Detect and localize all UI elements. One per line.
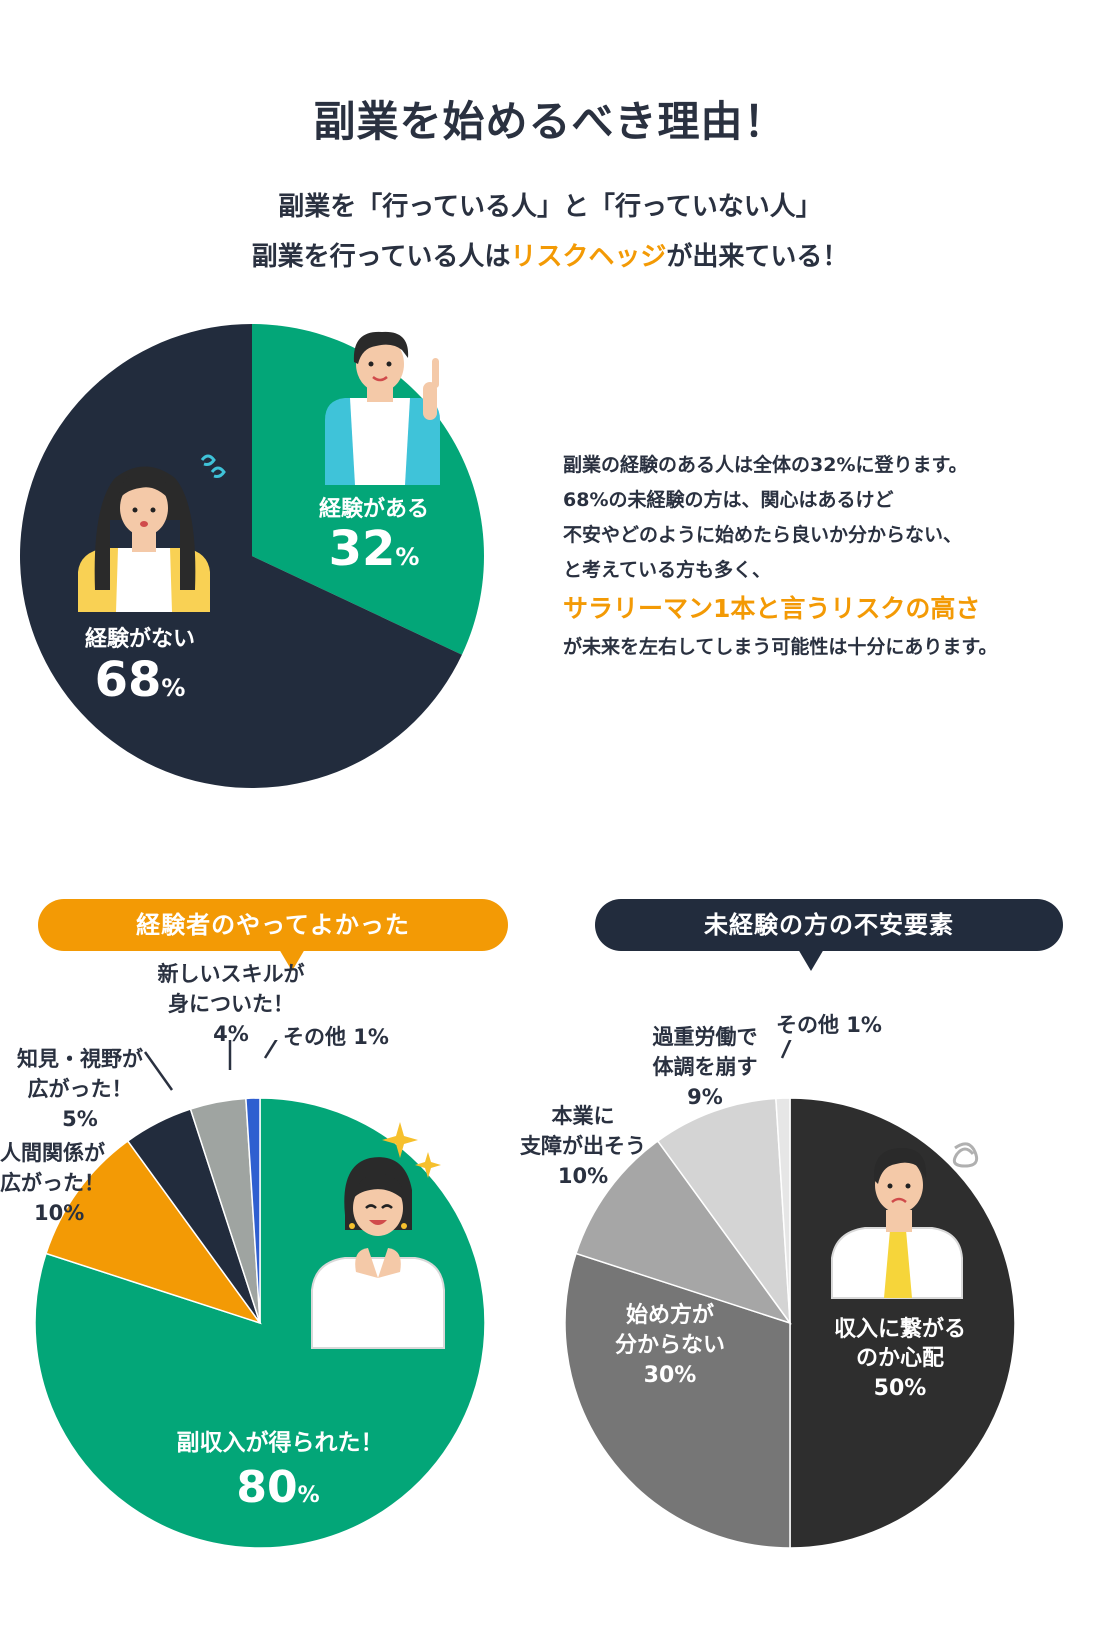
pie-slice-1 xyxy=(45,1139,262,1325)
pie-slice-4 xyxy=(775,1097,791,1324)
pie-slice-1 xyxy=(564,1252,791,1549)
description-last-line: が未来を左右してしまう可能性は十分にあります。 xyxy=(563,636,998,658)
label-line: 10% xyxy=(557,1164,609,1188)
concerns-pie-chart: 収入に繋がる のか心配 50% 始め方が 分からない 30% xyxy=(564,1040,1016,1549)
label-overwork: 過重労働で体調を崩す 9% xyxy=(630,1022,780,1112)
woman-happy-illustration xyxy=(311,1157,445,1349)
leader-line xyxy=(143,1051,174,1091)
label-line: 本業に xyxy=(551,1104,615,1128)
benefits-heading-bubble: 経験者のやってよかった xyxy=(38,899,508,971)
sparkle-icon xyxy=(382,1122,441,1178)
label-line: 9% xyxy=(687,1085,723,1109)
description-line: と考えている方も多く、 xyxy=(563,559,772,581)
description-line: 不安やどのように始めたら良いか分からない、 xyxy=(563,524,963,546)
slice-value-experienced: 32% xyxy=(329,521,420,577)
label-knowledge: 知見・視野が 広がった！ 5% xyxy=(0,1044,160,1134)
slice-value-experienced-number: 32 xyxy=(329,521,396,577)
label-line: 知見・視野が xyxy=(17,1047,143,1071)
benefits-pie-chart: 副収入が得られた！ 80% xyxy=(34,1040,486,1549)
pie-slice-3 xyxy=(656,1097,791,1326)
subtitle-post: が出来ている！ xyxy=(666,242,849,272)
bubble-tail xyxy=(279,949,305,971)
slice-value-inexperienced-unit: % xyxy=(161,674,185,702)
label-new-skills: 新しいスキルが 身についた！ 4% xyxy=(146,959,316,1049)
pie-slice-2 xyxy=(575,1139,792,1325)
pie-slice-1 xyxy=(20,324,462,788)
label-other-2: その他 1% xyxy=(776,1010,882,1040)
slice-value-side-income-number: 80 xyxy=(236,1462,297,1513)
description-block: 副業の経験のある人は全体の32%に登ります。 68%の未経験の方は、関心はあるけ… xyxy=(563,448,1083,665)
label-line: 過重労働で xyxy=(652,1025,758,1049)
label-line: 広がった！ xyxy=(0,1171,105,1195)
slice-label-side-income: 副収入が得られた！ xyxy=(177,1429,384,1456)
slice-label-experienced: 経験がある xyxy=(319,496,429,522)
subtitle-line-2: 副業を行っている人はリスクヘッジが出来ている！ xyxy=(0,236,1100,273)
slice-label-start-line-1: 始め方が xyxy=(626,1302,714,1328)
leader-line xyxy=(263,1040,278,1059)
label-line: 10% xyxy=(34,1201,85,1225)
label-line: 人間関係が xyxy=(0,1141,105,1165)
subtitle-highlight: リスクヘッジ xyxy=(510,242,667,272)
subtitle-line-1: 副業を「行っている人」と「行っていない人」 xyxy=(278,192,822,222)
leader-line xyxy=(780,1040,792,1059)
subtitle-pre: 副業を行っている人は xyxy=(251,242,511,272)
label-line: その他 1% xyxy=(776,1013,882,1037)
label-line: 新しいスキルが xyxy=(157,962,305,986)
label-line: その他 1% xyxy=(283,1025,389,1049)
label-line: 5% xyxy=(62,1107,98,1131)
description-line: 68%の未経験の方は、関心はあるけど xyxy=(563,489,894,511)
concerns-heading-bubble: 未経験の方の不安要素 xyxy=(595,899,1063,971)
woman-worried-illustration xyxy=(78,454,226,612)
man-worried-illustration xyxy=(831,1142,979,1299)
slice-value-experienced-unit: % xyxy=(395,543,419,571)
description-line: 副業の経験のある人は全体の32%に登ります。 xyxy=(563,454,968,476)
man-pointing-illustration xyxy=(325,331,440,485)
slice-value-inexperienced-number: 68 xyxy=(95,652,162,708)
slice-value-side-income: 80% xyxy=(236,1462,319,1513)
label-relationships: 人間関係が広がった！ 10% xyxy=(0,1138,105,1228)
bubble-tail xyxy=(798,949,824,971)
slice-label-inexperienced: 経験がない xyxy=(85,626,195,652)
label-line: 体調を崩す xyxy=(652,1055,758,1079)
slice-value-side-income-unit: % xyxy=(298,1483,320,1508)
slice-label-start-line-2: 分からない xyxy=(615,1333,725,1358)
slice-label-income-value: 50% xyxy=(874,1376,927,1401)
label-line: 支障が出そう xyxy=(520,1134,646,1158)
label-line: 広がった！ xyxy=(27,1077,133,1101)
slice-value-inexperienced: 68% xyxy=(95,652,186,708)
slice-label-start-value: 30% xyxy=(644,1363,697,1388)
experience-pie-chart: 経験がある 32% 経験がない 68% xyxy=(20,324,484,788)
slice-label-income-line-2: のか心配 xyxy=(856,1346,944,1371)
label-main-job: 本業に支障が出そう 10% xyxy=(508,1101,658,1191)
pie-slice-4 xyxy=(245,1097,261,1324)
page-title: 副業を始めるべき理由！ xyxy=(313,97,787,146)
label-other-1: その他 1% xyxy=(283,1022,389,1052)
description-highlight: サラリーマン1本と言うリスクの高さ xyxy=(563,594,981,623)
label-line: 4% xyxy=(213,1022,249,1046)
benefits-heading: 経験者のやってよかった xyxy=(136,911,410,939)
slice-label-income-line-1: 収入に繋がる xyxy=(834,1316,966,1342)
pie-slice-0 xyxy=(789,1097,1016,1549)
label-line: 身についた！ xyxy=(168,992,294,1016)
concerns-heading: 未経験の方の不安要素 xyxy=(704,911,954,939)
pie3-slices xyxy=(564,1097,1016,1549)
